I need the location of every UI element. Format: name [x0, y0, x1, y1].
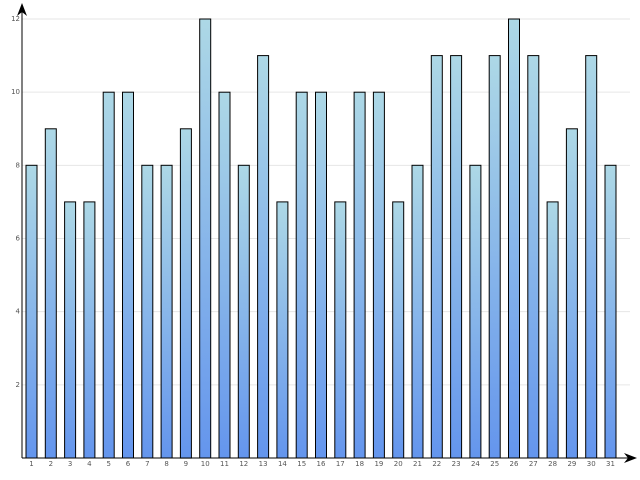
bar-30	[585, 55, 598, 459]
x-tick-label: 25	[490, 460, 499, 468]
bar-31	[604, 164, 617, 459]
bar-17	[334, 201, 347, 459]
x-tick-label: 10	[201, 460, 210, 468]
bar-19	[372, 91, 385, 459]
bar-14	[276, 201, 289, 459]
y-axis-arrow-icon	[17, 3, 27, 16]
bar-22	[430, 55, 443, 459]
bar-13	[257, 55, 270, 459]
x-tick-label: 18	[355, 460, 364, 468]
x-tick-label: 31	[606, 460, 615, 468]
bar-1	[25, 164, 38, 459]
y-tick-labels: 2 4 6 8 10 12	[11, 15, 20, 389]
bar-3	[64, 201, 77, 459]
x-tick-label: 13	[259, 460, 268, 468]
x-tick-label: 6	[126, 460, 131, 468]
x-tick-label: 23	[452, 460, 461, 468]
bar-10	[199, 18, 212, 459]
x-tick-label: 8	[164, 460, 168, 468]
x-tick-label: 12	[239, 460, 248, 468]
bar-23	[450, 55, 463, 459]
x-tick-label: 7	[145, 460, 149, 468]
y-tick-label: 10	[11, 88, 20, 96]
bar-12	[237, 164, 250, 459]
bar-5	[102, 91, 115, 459]
x-tick-label: 20	[394, 460, 403, 468]
x-tick-label: 30	[587, 460, 596, 468]
bar-21	[411, 164, 424, 459]
x-tick-label: 16	[317, 460, 326, 468]
bar-7	[141, 164, 154, 459]
y-tick-label: 4	[16, 308, 21, 316]
x-tick-label: 5	[106, 460, 110, 468]
bar-16	[315, 91, 327, 459]
y-tick-label: 8	[16, 161, 20, 169]
bar-6	[122, 91, 134, 459]
bar-9	[179, 128, 192, 459]
x-axis-arrow-icon	[624, 453, 637, 463]
x-tick-label: 14	[278, 460, 287, 468]
bar-18	[353, 91, 366, 459]
y-tick-label: 2	[16, 381, 20, 389]
x-tick-label: 1	[29, 460, 33, 468]
x-tick-label: 26	[510, 460, 519, 468]
x-tick-label: 17	[336, 460, 345, 468]
x-tick-label: 9	[184, 460, 188, 468]
x-tick-label: 27	[529, 460, 538, 468]
x-tick-labels: 1 2 3 4 5 6 7 8 9 10 11 12 13 14 15 16 17 18 19 20 21 22 23 24 2…	[29, 460, 615, 468]
x-tick-label: 15	[297, 460, 306, 468]
x-tick-label: 29	[567, 460, 576, 468]
bar-15	[295, 91, 308, 459]
bar-26	[508, 18, 520, 459]
bar-27	[527, 55, 540, 459]
x-tick-label: 11	[220, 460, 229, 468]
bar-11	[218, 91, 231, 459]
bar-25	[488, 55, 501, 459]
bar-20	[392, 201, 405, 459]
axes	[17, 3, 637, 463]
x-tick-label: 2	[49, 460, 53, 468]
bar-28	[546, 201, 559, 459]
x-tick-label: 22	[432, 460, 441, 468]
x-tick-label: 4	[87, 460, 92, 468]
x-tick-label: 28	[548, 460, 557, 468]
x-tick-label: 21	[413, 460, 422, 468]
y-tick-label: 12	[11, 15, 20, 23]
x-tick-label: 24	[471, 460, 480, 468]
bar-8	[160, 164, 173, 459]
x-tick-label: 3	[68, 460, 72, 468]
bar-29	[565, 128, 578, 459]
bar-24	[469, 164, 482, 459]
bars	[25, 18, 617, 459]
y-tick-label: 6	[16, 235, 21, 243]
bar-4	[83, 201, 96, 459]
x-tick-label: 19	[374, 460, 383, 468]
bar-2	[44, 128, 57, 459]
